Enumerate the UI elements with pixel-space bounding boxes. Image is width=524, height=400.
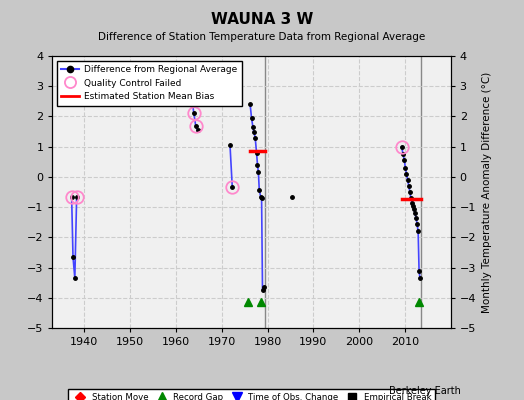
Text: WAUNA 3 W: WAUNA 3 W: [211, 12, 313, 27]
Text: Berkeley Earth: Berkeley Earth: [389, 386, 461, 396]
Text: Difference of Station Temperature Data from Regional Average: Difference of Station Temperature Data f…: [99, 32, 425, 42]
Legend: Station Move, Record Gap, Time of Obs. Change, Empirical Break: Station Move, Record Gap, Time of Obs. C…: [69, 390, 434, 400]
Y-axis label: Monthly Temperature Anomaly Difference (°C): Monthly Temperature Anomaly Difference (…: [482, 71, 492, 313]
